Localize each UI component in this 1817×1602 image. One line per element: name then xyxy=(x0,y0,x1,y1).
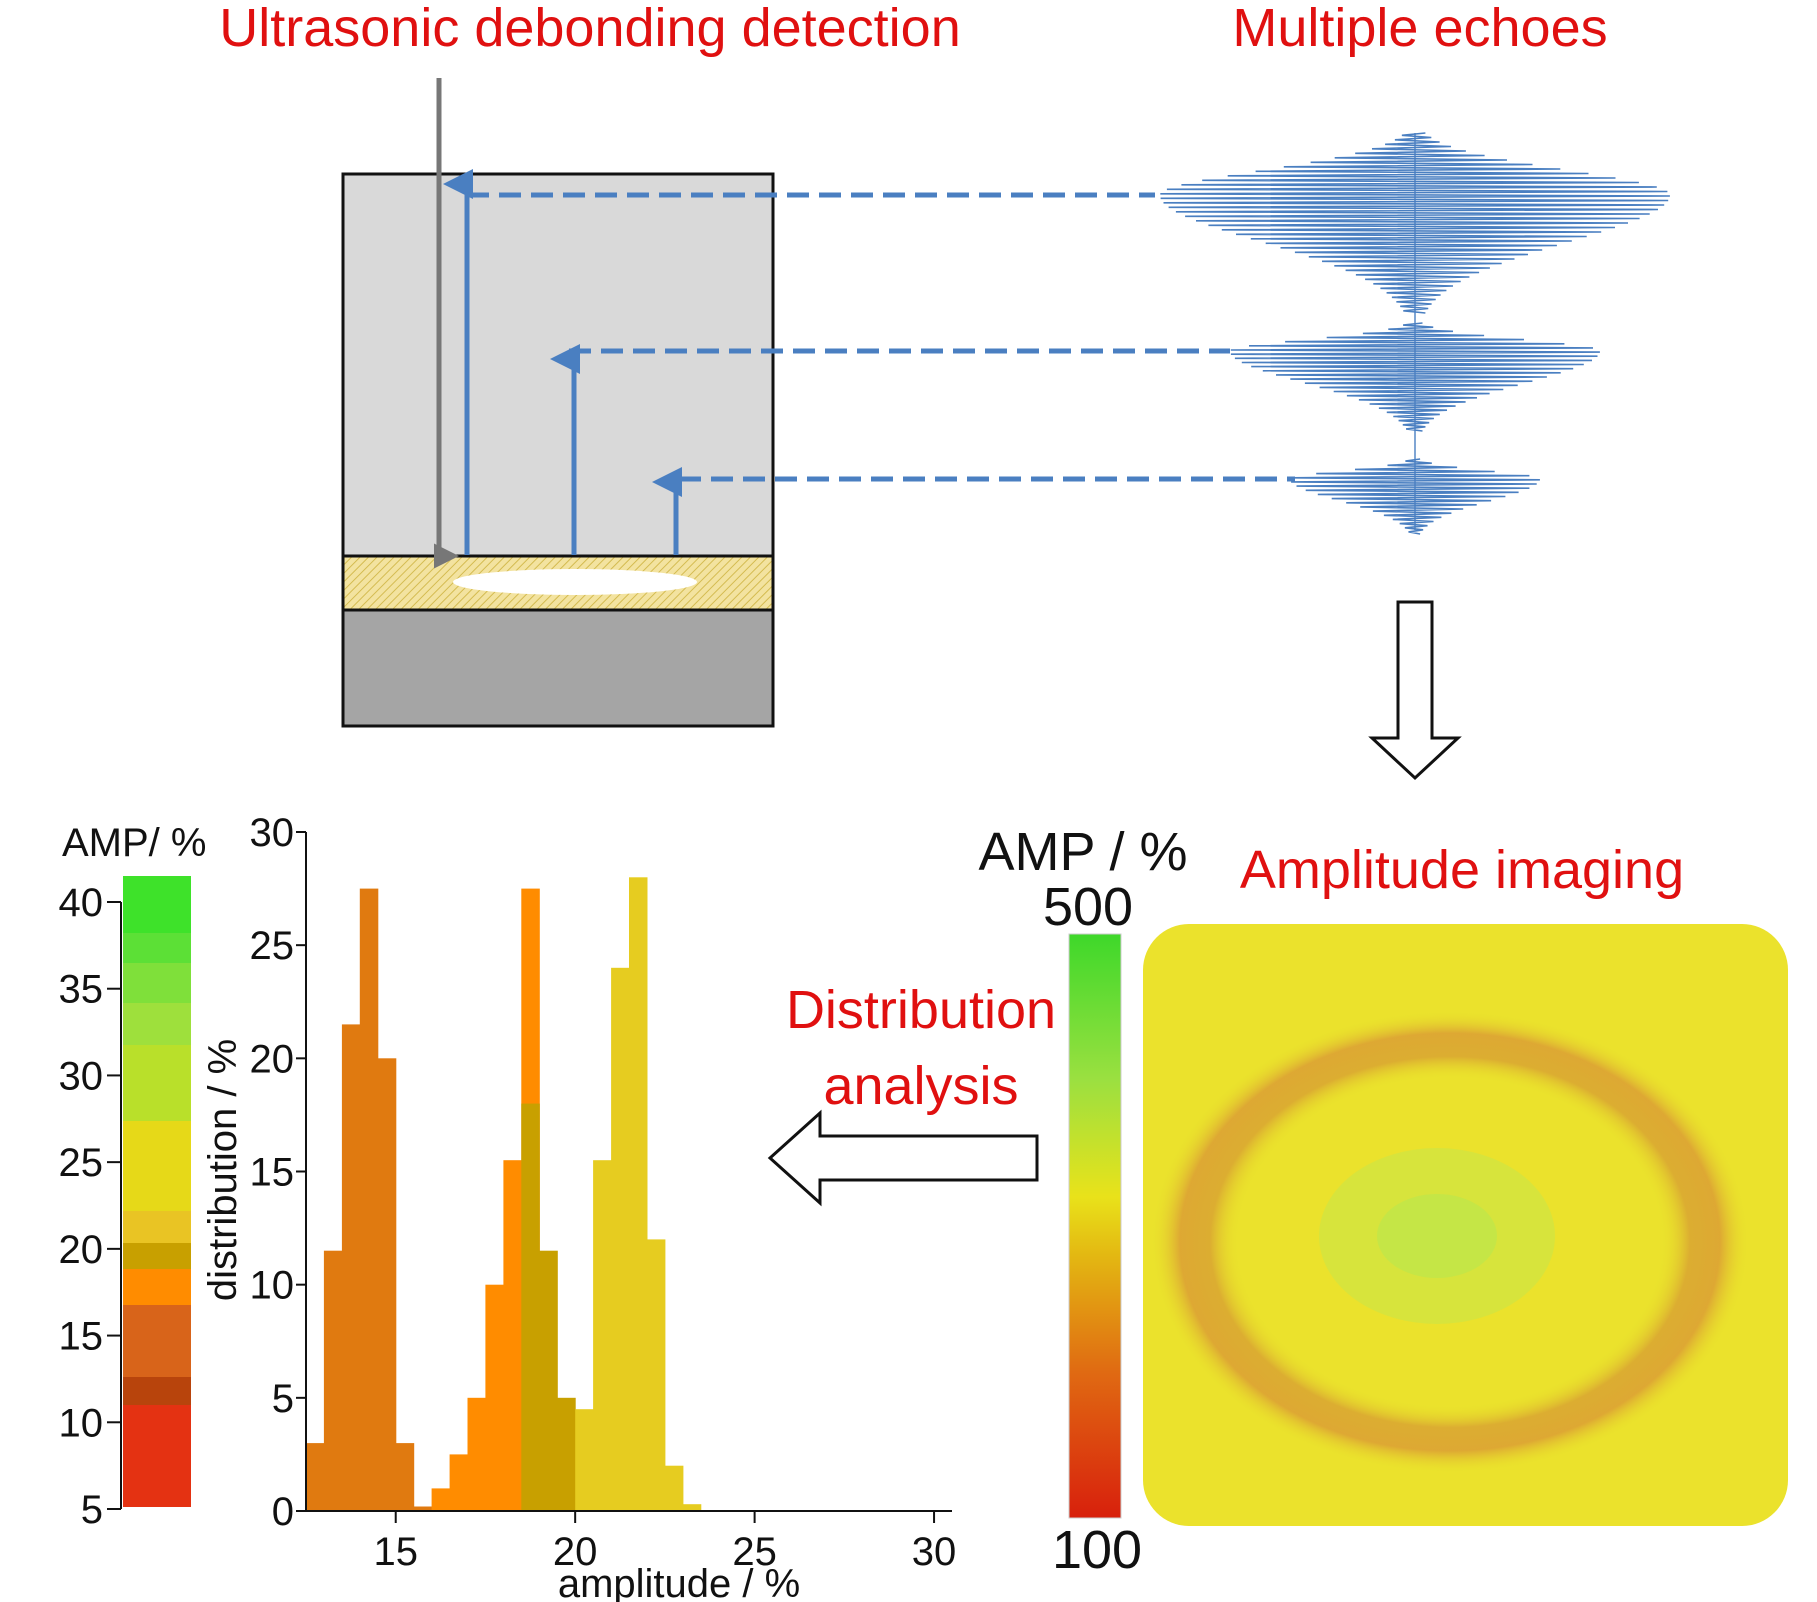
histogram-bar xyxy=(377,1058,397,1511)
histogram-bar xyxy=(611,967,630,1511)
x-axis-label: amplitude / % xyxy=(558,1562,800,1602)
histogram-bar xyxy=(503,1160,522,1511)
title-imaging: Amplitude imaging xyxy=(1240,840,1684,900)
histogram-bar xyxy=(485,1284,504,1511)
histogram-bar xyxy=(359,888,379,1511)
histogram-bar xyxy=(306,1443,325,1511)
x-tick-label: 20 xyxy=(553,1530,598,1574)
histogram-bar xyxy=(341,1024,361,1511)
specimen-schematic xyxy=(341,172,775,728)
y-tick-label: 10 xyxy=(250,1264,295,1308)
distribution-histogram: 0 5 10 15 20 25 30 15 20 25 30 amplitude / % distrib… xyxy=(201,811,956,1602)
imaging-colorbar xyxy=(1068,933,1122,1519)
histogram-bar xyxy=(646,1239,666,1511)
y-axis-label: distribution / % xyxy=(201,1039,245,1301)
title-echoes: Multiple echoes xyxy=(1232,0,1607,58)
x-tick-label: 30 xyxy=(912,1530,957,1574)
histogram-bar xyxy=(593,1160,612,1511)
amplitude-image xyxy=(1143,924,1788,1526)
title-detection: Ultrasonic debonding detection xyxy=(219,0,961,58)
imaging-colorbar-min: 100 xyxy=(1052,1520,1142,1580)
echo-waveform-1 xyxy=(1160,132,1670,314)
specimen-upper-layer xyxy=(341,172,775,558)
distribution-title-line1: Distribution xyxy=(786,980,1056,1040)
x-tick-label: 25 xyxy=(732,1530,777,1574)
specimen-lower-layer xyxy=(341,608,775,728)
y-tick-label: 30 xyxy=(250,811,295,855)
y-tick-label: 5 xyxy=(272,1377,294,1421)
histogram-bar xyxy=(431,1488,451,1511)
down-arrow-icon xyxy=(1368,600,1462,781)
colorbar-tick-label: 15 xyxy=(59,1315,104,1359)
histogram-bar xyxy=(449,1454,469,1511)
colorbar-tick-label: 5 xyxy=(81,1488,103,1532)
histogram-bar xyxy=(664,1465,684,1511)
echo-waveforms xyxy=(1160,132,1670,535)
histogram-bar xyxy=(413,1506,433,1511)
y-tick-label: 25 xyxy=(250,924,295,968)
colorbar-tick-label: 25 xyxy=(59,1141,104,1185)
histogram-colorbar: 40 35 30 25 20 15 10 5 xyxy=(59,876,191,1532)
y-tick-label: 15 xyxy=(250,1151,295,1195)
histogram-colorbar-title: AMP/ % xyxy=(62,821,206,865)
colorbar-tick-label: 10 xyxy=(59,1401,104,1445)
histogram-bar xyxy=(539,1250,558,1511)
distribution-title-line2: analysis xyxy=(823,1056,1018,1116)
left-arrow-icon xyxy=(767,1109,1039,1207)
histogram-bar xyxy=(323,1250,343,1511)
echo-waveform-3 xyxy=(1291,458,1540,535)
colorbar-tick-label: 35 xyxy=(59,968,104,1012)
histogram-bar xyxy=(575,1409,594,1511)
y-tick-label: 0 xyxy=(272,1490,294,1534)
histogram-bar xyxy=(557,1397,576,1511)
imaging-colorbar-max: 500 xyxy=(1043,877,1133,937)
colorbar-tick-label: 40 xyxy=(59,881,104,925)
histogram-bar xyxy=(629,877,648,1511)
echo-waveform-2 xyxy=(1230,322,1600,432)
histogram-bar xyxy=(467,1397,486,1511)
histogram-bar xyxy=(682,1504,702,1511)
debond-defect xyxy=(453,569,697,595)
histogram-bar xyxy=(521,1103,540,1511)
x-tick-label: 15 xyxy=(373,1530,418,1574)
colorbar-tick-label: 20 xyxy=(59,1228,104,1272)
y-tick-label: 20 xyxy=(250,1037,295,1081)
histogram-bar xyxy=(395,1443,415,1511)
colorbar-tick-label: 30 xyxy=(59,1054,104,1098)
imaging-colorbar-title: AMP / % xyxy=(978,822,1187,882)
